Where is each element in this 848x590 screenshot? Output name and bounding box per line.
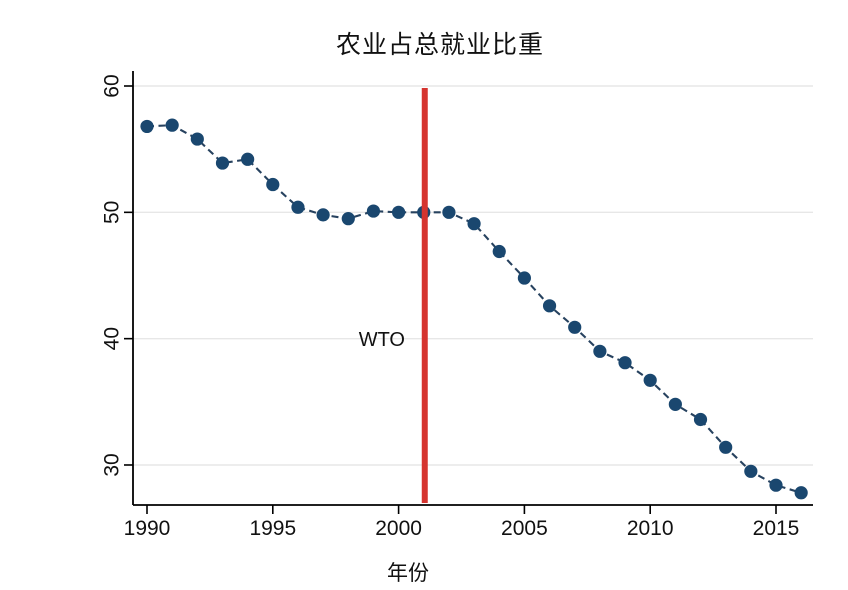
data-point-1996 <box>291 200 305 214</box>
data-point-2012 <box>693 412 708 427</box>
chart-title: 农业占总就业比重 <box>335 31 544 59</box>
x-tick-label: 2000 <box>375 517 422 540</box>
y-tick-label: 50 <box>101 201 124 224</box>
data-point-1994 <box>241 152 255 166</box>
wto-annotation-label: WTO <box>358 329 405 351</box>
data-point-2009 <box>618 356 632 370</box>
x-tick-label: 1990 <box>124 517 171 540</box>
data-point-1993 <box>215 156 230 170</box>
data-point-2011 <box>668 397 682 411</box>
data-point-2004 <box>492 244 506 259</box>
data-point-2010 <box>643 373 657 387</box>
data-point-2008 <box>593 344 607 358</box>
x-axis-title: 年份 <box>387 562 429 585</box>
data-point-2000 <box>392 205 406 219</box>
data-point-2015 <box>769 478 783 492</box>
data-point-1992 <box>190 132 204 146</box>
data-point-2003 <box>467 217 481 231</box>
data-point-1998 <box>341 212 355 226</box>
data-point-1991 <box>165 118 179 132</box>
data-point-2006 <box>542 299 557 313</box>
x-tick-label: 1995 <box>249 517 296 540</box>
data-point-2002 <box>442 205 456 219</box>
series-line <box>146 124 802 494</box>
data-point-1990 <box>140 119 154 134</box>
data-point-1995 <box>266 177 280 192</box>
y-tick-label: 40 <box>101 327 124 350</box>
data-point-1997 <box>316 208 330 222</box>
y-tick-label: 60 <box>101 74 124 97</box>
y-tick-label: 30 <box>101 453 124 476</box>
data-point-1999 <box>366 204 381 218</box>
x-tick-label: 2005 <box>501 517 548 540</box>
x-tick-label: 2015 <box>753 517 800 540</box>
data-point-2014 <box>744 464 758 478</box>
data-point-2007 <box>568 320 582 334</box>
x-tick-label: 2010 <box>627 517 674 540</box>
data-point-2013 <box>719 440 733 454</box>
data-point-2005 <box>517 271 532 285</box>
data-point-2016 <box>794 486 808 500</box>
